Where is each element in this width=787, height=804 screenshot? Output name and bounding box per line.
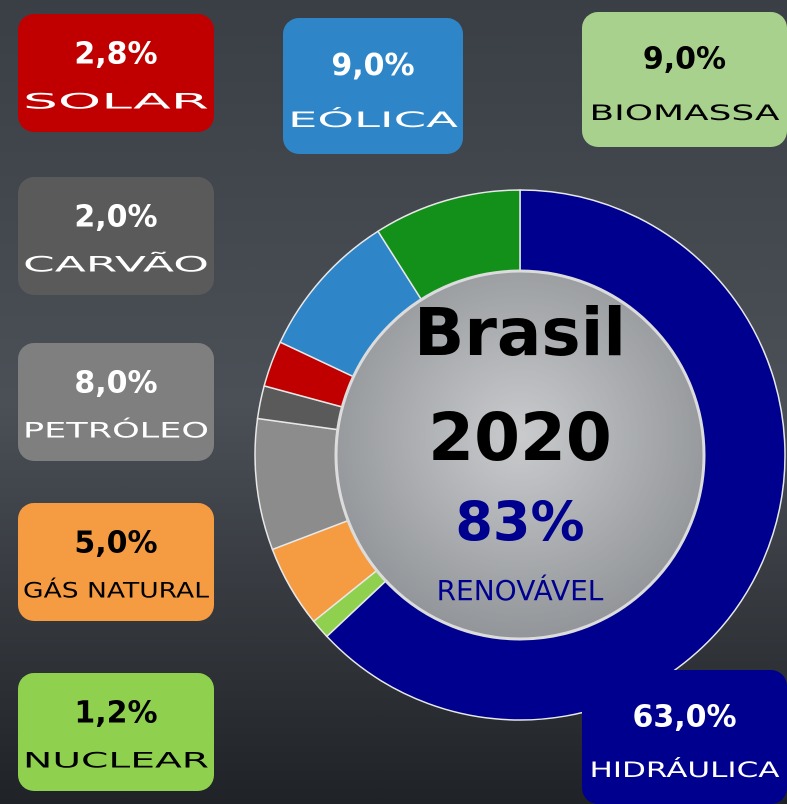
value-label: 63,0% [632, 699, 736, 734]
category-label: NUCLEAR [23, 748, 209, 772]
category-label: CARVÃO [23, 250, 209, 276]
category-label: EÓLICA [288, 107, 459, 132]
center-title: Brasil [414, 294, 626, 371]
value-label: 1,2% [74, 696, 157, 731]
legend-box [18, 503, 214, 621]
center-caption: RENOVÁVEL [437, 573, 604, 607]
value-label: 9,0% [331, 48, 414, 83]
value-label: 2,0% [74, 200, 157, 235]
category-label: PETRÓLEO [23, 417, 209, 442]
legend-box [582, 12, 787, 147]
legend-box [18, 14, 214, 132]
legend-box [18, 343, 214, 461]
center-title: 2020 [428, 399, 612, 476]
center-share: 83% [455, 490, 584, 553]
category-label: SOLAR [23, 89, 209, 113]
value-label: 8,0% [74, 366, 157, 401]
legend-box [283, 18, 463, 154]
legend-box [18, 673, 214, 791]
value-label: 9,0% [643, 42, 726, 77]
legend-box [18, 177, 214, 295]
value-label: 5,0% [74, 526, 157, 561]
value-label: 2,8% [74, 37, 157, 72]
legend-box [582, 670, 787, 804]
category-label: GÁS NATURAL [23, 577, 209, 602]
category-label: HIDRÁULICA [590, 757, 781, 782]
infographic: Brasil 2020 83% RENOVÁVEL 63,0% HIDRÁULIC… [0, 0, 787, 804]
category-label: BIOMASSA [590, 101, 781, 125]
